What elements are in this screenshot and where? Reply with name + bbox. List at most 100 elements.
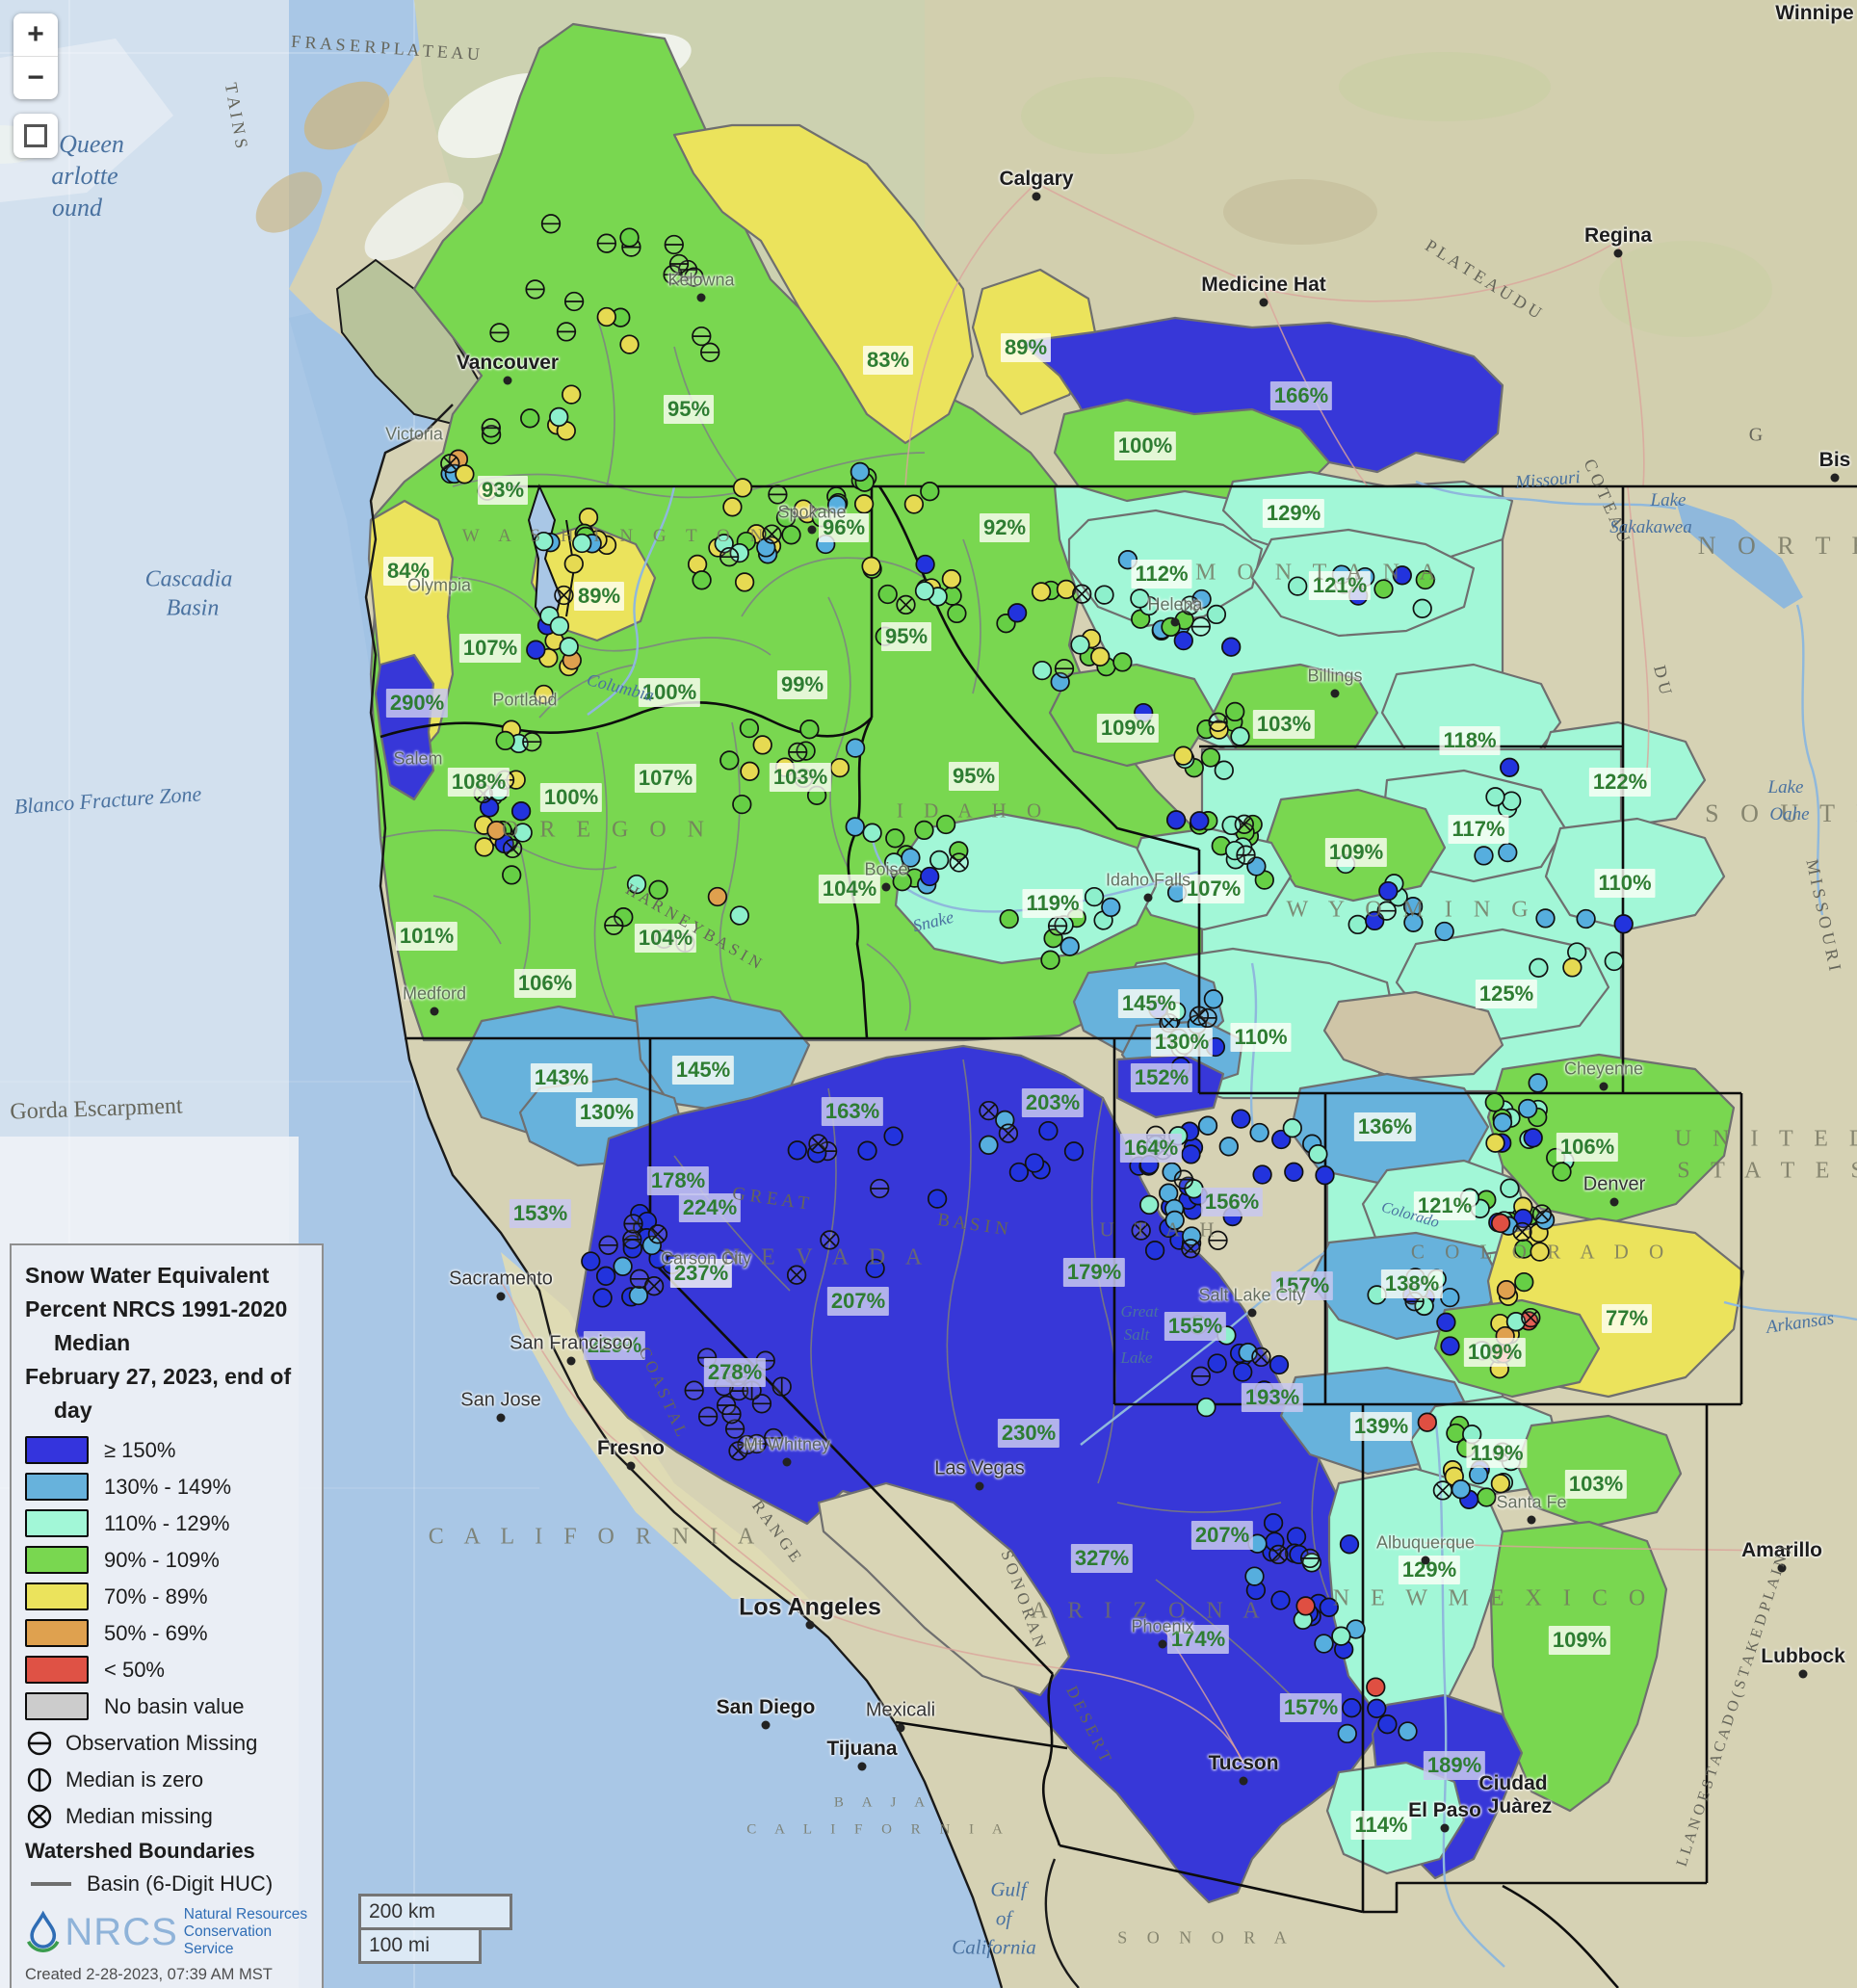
station-dot-green[interactable] bbox=[877, 584, 898, 605]
basin-percent-label[interactable]: 129% bbox=[1262, 499, 1325, 528]
station-dot-yellow[interactable] bbox=[1173, 746, 1193, 766]
basin-percent-label[interactable]: 193% bbox=[1241, 1383, 1304, 1412]
basin-percent-label[interactable]: 112% bbox=[1131, 560, 1192, 589]
basin-percent-label[interactable]: 101% bbox=[395, 922, 458, 951]
station-dot-royal[interactable] bbox=[1367, 1698, 1387, 1718]
basin-percent-label[interactable]: 152% bbox=[1130, 1063, 1193, 1092]
station-dot-cyan[interactable] bbox=[549, 406, 569, 428]
station-dot-lblue[interactable] bbox=[628, 1285, 649, 1306]
basin-percent-label[interactable]: 122% bbox=[1588, 768, 1652, 797]
station-dot-royal[interactable] bbox=[1252, 1164, 1272, 1185]
station-dot-royal[interactable] bbox=[1500, 757, 1520, 777]
station-dot-royal[interactable] bbox=[1221, 637, 1242, 657]
station-dot-royal[interactable] bbox=[1377, 1714, 1398, 1735]
station-dot-cyan[interactable] bbox=[1084, 886, 1105, 907]
station-dot-yellow[interactable] bbox=[1485, 1133, 1505, 1153]
station-dot-yellow[interactable] bbox=[1490, 1474, 1511, 1494]
station-dot-cyan[interactable] bbox=[534, 531, 554, 552]
basin-percent-label[interactable]: 118% bbox=[1439, 726, 1501, 755]
station-dot-yellow[interactable] bbox=[722, 497, 743, 517]
station-dot-green[interactable] bbox=[885, 828, 905, 849]
basin-percent-label[interactable]: 174% bbox=[1166, 1625, 1230, 1654]
station-dot-yellow[interactable] bbox=[596, 306, 616, 327]
basin-percent-label[interactable]: 100% bbox=[1113, 432, 1177, 460]
station-dot-cyan[interactable] bbox=[1230, 726, 1250, 746]
basin-percent-label[interactable]: 290% bbox=[385, 689, 449, 718]
basin-percent-label[interactable]: 203% bbox=[1021, 1088, 1085, 1117]
basin-percent-label[interactable]: 119% bbox=[1022, 889, 1084, 918]
station-dot-lblue[interactable] bbox=[1528, 1073, 1548, 1093]
station-dot-cyan[interactable] bbox=[729, 905, 749, 926]
basin-no-value[interactable] bbox=[1322, 990, 1504, 1081]
basin-percent-label[interactable]: 99% bbox=[776, 670, 828, 699]
station-dot-lblue[interactable] bbox=[1576, 908, 1596, 929]
station-dot-yellow[interactable] bbox=[455, 464, 475, 484]
station-dot-lblue[interactable] bbox=[1398, 1721, 1418, 1741]
basin-percent-label[interactable]: 100% bbox=[539, 783, 603, 812]
station-dot-royal[interactable] bbox=[857, 1140, 877, 1161]
station-dot-cyan[interactable] bbox=[626, 874, 647, 895]
station-dot-lblue[interactable] bbox=[1244, 1566, 1265, 1586]
station-dot-cyan[interactable] bbox=[1032, 660, 1053, 681]
station-dot-yellow[interactable] bbox=[941, 569, 962, 589]
station-dot-green[interactable] bbox=[914, 820, 934, 841]
station-dot-yellow[interactable] bbox=[903, 494, 925, 514]
basin-percent-label[interactable]: 189% bbox=[1423, 1751, 1486, 1780]
station-dot-cyan[interactable] bbox=[1500, 1178, 1520, 1198]
basin-percent-label[interactable]: 108% bbox=[447, 768, 510, 797]
station-dot-royal[interactable] bbox=[1007, 603, 1028, 623]
basin-percent-label[interactable]: 95% bbox=[663, 395, 715, 424]
basin-percent-label[interactable]: 163% bbox=[821, 1097, 884, 1126]
station-dot-yellow[interactable] bbox=[1209, 719, 1229, 740]
basin-percent-label[interactable]: 143% bbox=[530, 1063, 593, 1092]
station-dot-royal[interactable] bbox=[1165, 810, 1187, 830]
station-dot-royal[interactable] bbox=[787, 1140, 807, 1161]
station-dot-cyan[interactable] bbox=[1604, 951, 1624, 972]
station-dot-cyan[interactable] bbox=[512, 823, 533, 843]
basin-percent-label[interactable]: 107% bbox=[1182, 875, 1245, 903]
basin-109-nm[interactable] bbox=[1489, 1520, 1668, 1813]
station-dot-lblue[interactable] bbox=[845, 817, 865, 837]
station-dot-lblue[interactable] bbox=[979, 1135, 999, 1155]
station-dot-green[interactable] bbox=[1373, 579, 1394, 599]
basin-percent-label[interactable]: 179% bbox=[1062, 1258, 1126, 1287]
station-dot-royal[interactable] bbox=[920, 866, 940, 887]
station-dot-cyan[interactable] bbox=[1505, 1312, 1527, 1332]
station-dot-green[interactable] bbox=[619, 227, 640, 248]
basin-percent-label[interactable]: 95% bbox=[880, 622, 932, 651]
station-dot-yellow[interactable] bbox=[732, 478, 753, 498]
station-dot-green[interactable] bbox=[502, 865, 522, 885]
basin-percent-label[interactable]: 109% bbox=[1463, 1338, 1527, 1367]
basin-percent-label[interactable]: 230% bbox=[997, 1419, 1060, 1448]
station-dot-yellow[interactable] bbox=[619, 334, 640, 354]
basin-percent-label[interactable]: 155% bbox=[1164, 1312, 1227, 1341]
basin-percent-label[interactable]: 89% bbox=[1000, 333, 1052, 362]
basin-percent-label[interactable]: 104% bbox=[634, 924, 697, 953]
basin-percent-label[interactable]: 130% bbox=[1150, 1028, 1214, 1057]
station-dot-orange[interactable] bbox=[486, 821, 507, 841]
station-dot-red[interactable] bbox=[1417, 1412, 1437, 1432]
station-dot-cyan[interactable] bbox=[1282, 1118, 1302, 1138]
basin-percent-label[interactable]: 104% bbox=[818, 875, 881, 903]
station-dot-green[interactable] bbox=[1552, 1162, 1572, 1182]
station-dot-royal[interactable] bbox=[1063, 1141, 1085, 1162]
station-dot-royal[interactable] bbox=[1233, 1362, 1253, 1382]
station-dot-royal[interactable] bbox=[1190, 811, 1210, 831]
station-dot-lblue[interactable] bbox=[1492, 1112, 1513, 1133]
station-dot-yellow[interactable] bbox=[853, 494, 875, 514]
basin-percent-label[interactable]: 100% bbox=[638, 678, 701, 707]
basin-percent-label[interactable]: 178% bbox=[646, 1166, 710, 1195]
station-dot-cyan[interactable] bbox=[1412, 598, 1432, 618]
station-dot-yellow[interactable] bbox=[1031, 582, 1052, 602]
station-dot-green[interactable] bbox=[495, 730, 515, 751]
station-dot-lblue[interactable] bbox=[1535, 908, 1556, 929]
station-dot-cyan[interactable] bbox=[572, 533, 592, 554]
basin-percent-label[interactable]: 166% bbox=[1269, 381, 1333, 410]
station-dot-green[interactable] bbox=[1040, 950, 1060, 970]
station-dot-royal[interactable] bbox=[1319, 1597, 1339, 1617]
basin-percent-label[interactable]: 107% bbox=[458, 634, 522, 663]
station-dot-cyan[interactable] bbox=[1288, 576, 1308, 596]
station-dot-yellow[interactable] bbox=[534, 684, 554, 705]
station-dot-royal[interactable] bbox=[1339, 1534, 1360, 1555]
station-dot-cyan[interactable] bbox=[1130, 589, 1150, 609]
